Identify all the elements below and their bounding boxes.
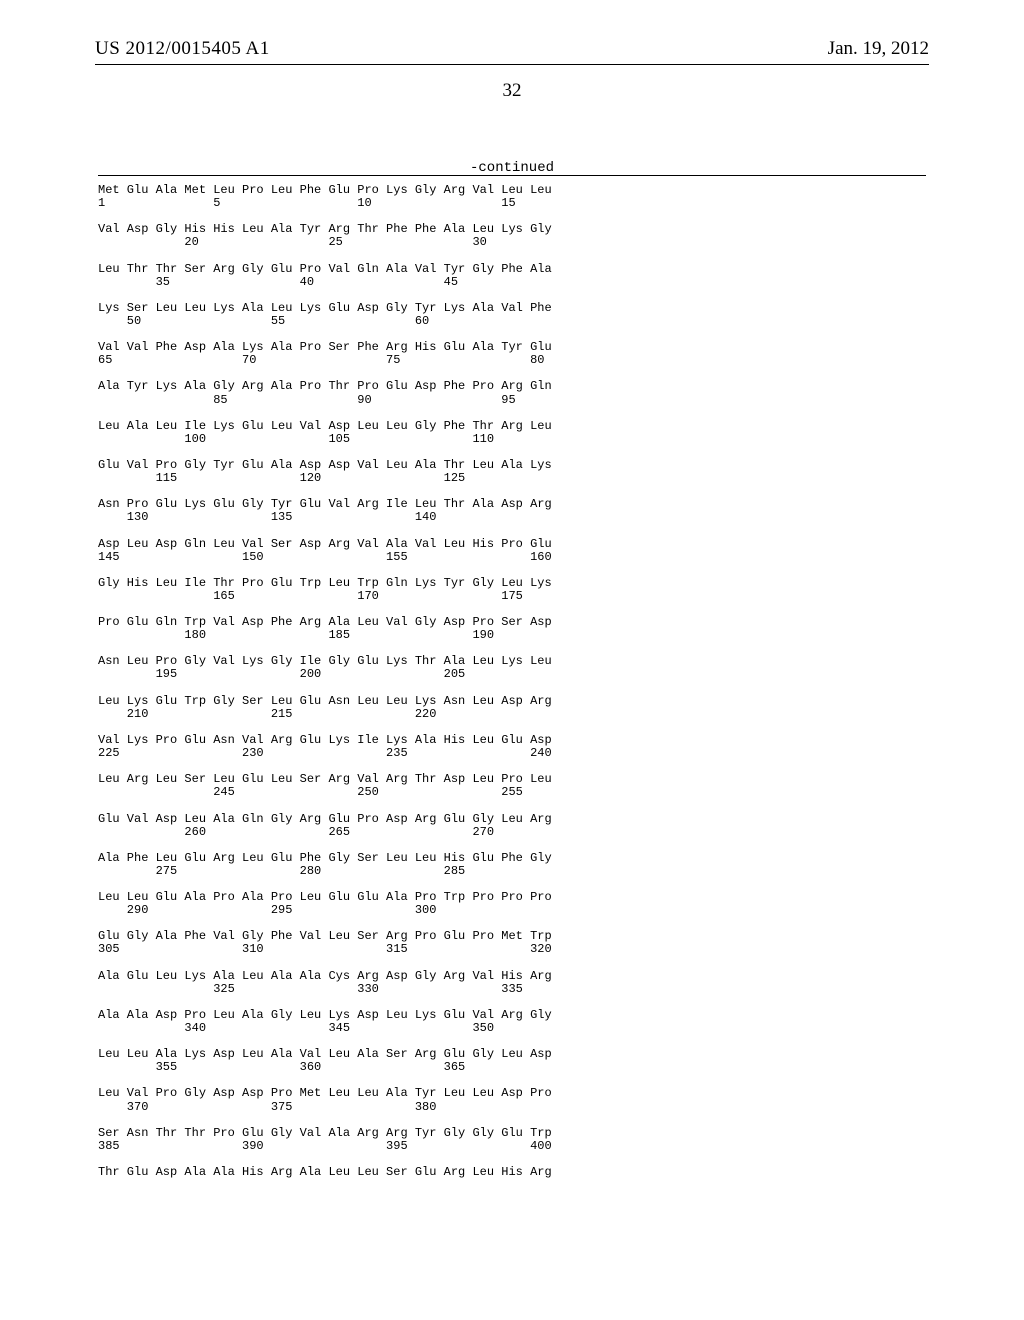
continued-label: -continued — [0, 160, 1024, 176]
page: US 2012/0015405 A1 Jan. 19, 2012 32 -con… — [0, 0, 1024, 1320]
sequence-listing: Met Glu Ala Met Leu Pro Leu Phe Glu Pro … — [98, 184, 926, 1179]
continued-top-rule — [98, 175, 926, 176]
publication-date: Jan. 19, 2012 — [828, 38, 929, 60]
page-number: 32 — [0, 80, 1024, 102]
top-rule — [95, 64, 929, 65]
publication-number: US 2012/0015405 A1 — [95, 38, 270, 60]
